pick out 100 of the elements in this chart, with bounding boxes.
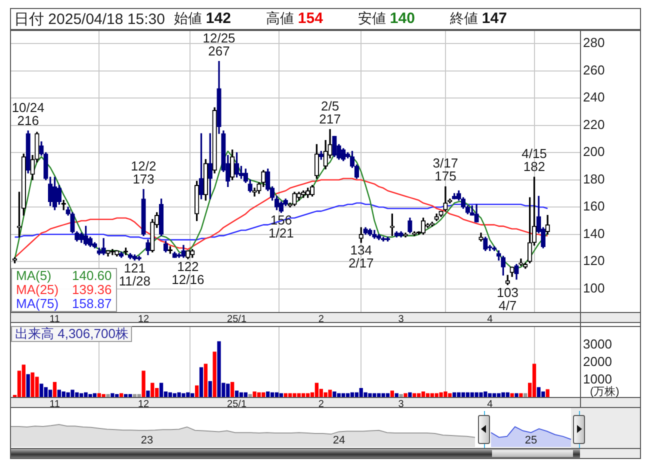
chart-title: 日付 2025/04/18 15:30 [13, 10, 166, 28]
text: 安値 140 [358, 10, 415, 27]
x-tick-label: 3 [398, 314, 404, 325]
x-tick-label: 25/1 [227, 398, 247, 410]
bar [230, 382, 234, 397]
annotation: 103 4/7 [496, 284, 518, 313]
bar [506, 392, 510, 397]
bar [208, 381, 212, 397]
bar [88, 394, 92, 397]
x-tick-label: 12 [138, 314, 150, 325]
y-tick-label: 220 [583, 116, 605, 132]
annotation: 10/24 216 [12, 100, 44, 128]
annotation: 12/25 267 [202, 30, 236, 58]
bar [168, 392, 172, 397]
x-tick-label: 3 [398, 398, 404, 410]
x-tick-label: 24 [332, 434, 346, 446]
bar [199, 367, 204, 397]
y-tick-label: 240 [583, 90, 605, 105]
bar [142, 370, 146, 397]
bar [421, 391, 426, 397]
bar [386, 393, 390, 397]
bar [394, 393, 398, 397]
y-tick-label: 100 [583, 280, 605, 296]
bar [519, 393, 523, 397]
bar [496, 393, 501, 397]
y-tick-label: 260 [583, 62, 605, 78]
bar [244, 392, 248, 397]
bar [541, 391, 545, 397]
bar [128, 394, 132, 397]
bar [266, 391, 270, 397]
bar [248, 394, 252, 397]
bar [514, 393, 518, 397]
bar [274, 392, 279, 397]
annotation: 121 11/28 [118, 260, 150, 288]
annotation: 4/15 182 [522, 146, 547, 174]
bar [40, 384, 44, 397]
bar [426, 393, 430, 397]
bar [110, 393, 114, 397]
y-tick-label: 180 [583, 171, 605, 186]
bar [92, 393, 97, 397]
x-tick-label: 2 [318, 314, 324, 325]
annotation: 122 12/16 [172, 258, 204, 287]
y-tick-label: 1000 [583, 371, 612, 386]
bar [212, 352, 216, 397]
bar [456, 392, 461, 397]
bar [270, 392, 274, 397]
x-tick-label: 2 [318, 398, 324, 410]
bar [452, 392, 456, 397]
bar [106, 394, 110, 397]
bar [57, 390, 62, 397]
y-tick-label: 280 [583, 35, 605, 50]
bar [26, 374, 30, 397]
text: 始値 142 [174, 10, 231, 27]
bar [404, 393, 408, 397]
series-label: MA(25) 139.36 [16, 282, 112, 297]
bar [124, 394, 128, 397]
y-tick-label: 140 [583, 226, 605, 241]
bar [306, 393, 310, 397]
x-tick-label: 11 [50, 398, 60, 410]
bar [84, 392, 88, 397]
annotation: 2/5 217 [319, 98, 341, 127]
y-tick-label: 2000 [583, 354, 612, 369]
bar [204, 364, 208, 397]
bar [279, 393, 284, 397]
bar [22, 364, 26, 397]
x-tick-label: 25 [524, 434, 538, 446]
bar [120, 393, 124, 397]
text: MA(75) 158.87 [16, 296, 112, 311]
y-tick-label: 200 [583, 144, 605, 160]
y-axis-title: (万株) [590, 385, 620, 399]
bar [102, 394, 106, 397]
bar [510, 393, 514, 397]
bar [408, 392, 412, 397]
bar [346, 393, 350, 397]
bar [350, 392, 354, 397]
text: 高値 154 [266, 10, 323, 27]
bar [194, 385, 199, 397]
y-tick-label: 120 [583, 253, 605, 268]
bar [239, 392, 244, 397]
y-tick-label: 3000 [583, 336, 612, 352]
x-tick-label: 12 [138, 398, 150, 410]
y-tick-label: 160 [583, 198, 605, 214]
x-tick-label: 4 [487, 398, 494, 410]
bar [234, 390, 239, 397]
bar [48, 390, 52, 397]
chart-title: 出来高 4,306,700株 [11, 326, 132, 342]
bar [150, 382, 154, 397]
annotation: 3/17 175 [432, 156, 458, 184]
bar [314, 382, 319, 397]
bar [461, 392, 466, 397]
bar [532, 364, 536, 397]
bar [137, 394, 141, 397]
bar [52, 382, 57, 397]
annotation: 12/2 173 [130, 158, 156, 186]
bar [328, 390, 332, 397]
bar [381, 393, 386, 397]
x-tick-label: 11 [50, 314, 60, 325]
x-tick-label: 23 [140, 434, 154, 446]
annotation: 134 2/17 [348, 242, 374, 271]
bar [524, 393, 528, 397]
